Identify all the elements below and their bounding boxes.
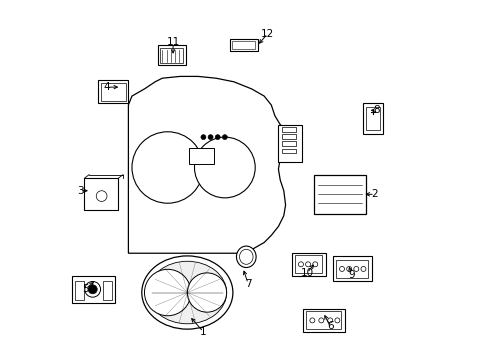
Bar [335, 260, 367, 278]
Circle shape [346, 266, 351, 271]
PathPatch shape [128, 76, 298, 253]
Text: 11: 11 [166, 37, 179, 48]
Text: 2: 2 [371, 189, 377, 199]
Bar [332, 256, 371, 281]
Circle shape [144, 269, 190, 316]
Text: 10: 10 [300, 268, 313, 278]
Circle shape [353, 266, 358, 271]
Bar [305, 311, 341, 329]
Circle shape [201, 135, 205, 140]
Bar [98, 80, 128, 103]
Circle shape [194, 137, 255, 198]
Bar [230, 39, 257, 51]
Circle shape [96, 191, 107, 202]
Circle shape [339, 266, 344, 271]
Text: 1: 1 [200, 327, 206, 337]
Circle shape [309, 318, 314, 323]
Bar [157, 45, 185, 65]
Bar [84, 178, 118, 210]
Ellipse shape [236, 246, 256, 267]
Ellipse shape [148, 261, 226, 324]
Text: 7: 7 [244, 279, 251, 289]
Bar [294, 255, 322, 273]
Circle shape [187, 273, 226, 312]
Bar [282, 141, 296, 146]
Circle shape [207, 135, 213, 140]
Bar [160, 48, 183, 63]
Bar [282, 134, 296, 139]
Text: 4: 4 [103, 82, 110, 92]
Bar [72, 276, 115, 303]
Circle shape [360, 266, 365, 271]
Circle shape [334, 318, 339, 323]
Bar [365, 107, 380, 130]
Bar [278, 125, 301, 162]
Circle shape [318, 318, 323, 323]
Circle shape [222, 135, 227, 140]
Bar [363, 103, 383, 134]
Ellipse shape [142, 256, 232, 329]
Bar [101, 83, 125, 101]
Bar [282, 149, 296, 153]
Bar [102, 281, 111, 300]
Bar [75, 281, 83, 300]
Text: 9: 9 [347, 270, 354, 280]
Circle shape [215, 135, 220, 140]
Bar [189, 148, 214, 164]
Bar [291, 252, 325, 276]
Text: 12: 12 [261, 28, 274, 39]
Bar [313, 175, 365, 214]
Circle shape [305, 262, 310, 267]
Circle shape [312, 262, 317, 267]
Circle shape [327, 318, 332, 323]
Text: 3: 3 [77, 186, 83, 196]
Circle shape [84, 282, 101, 297]
Bar [232, 41, 255, 49]
Bar [303, 309, 344, 332]
Circle shape [298, 262, 303, 267]
Ellipse shape [239, 249, 253, 264]
Bar [282, 127, 296, 132]
Circle shape [132, 132, 203, 203]
Circle shape [88, 285, 97, 294]
Text: 6: 6 [326, 321, 333, 332]
Text: 5: 5 [82, 284, 89, 294]
Text: 8: 8 [373, 105, 379, 115]
